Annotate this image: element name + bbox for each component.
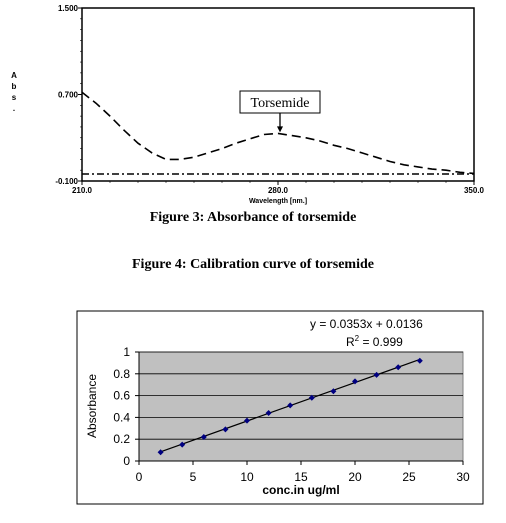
y-tick-label: -0.100 — [55, 177, 78, 186]
x-tick-label: 10 — [240, 470, 254, 484]
y-tick-label: 0.8 — [113, 367, 130, 381]
y-axis-label-char: s — [12, 93, 17, 102]
y-tick-label: 1 — [123, 345, 130, 359]
x-tick-label: 280.0 — [268, 186, 289, 195]
spectrum-curve — [81, 91, 475, 175]
y-tick-label: 0.2 — [113, 432, 130, 446]
x-tick-label: 350.0 — [464, 186, 485, 195]
data-point — [416, 357, 423, 364]
y-axis-label-char: . — [13, 104, 15, 113]
data-point — [157, 449, 164, 456]
data-point — [200, 434, 207, 441]
figure4-caption: Figure 4: Calibration curve of torsemide — [132, 257, 374, 272]
data-point — [352, 378, 358, 385]
x-tick-label: 15 — [294, 470, 308, 484]
x-tick-label: 25 — [402, 470, 416, 484]
y-tick-label: 0 — [123, 454, 130, 468]
data-point — [330, 388, 337, 395]
y-tick-label: 0.700 — [58, 91, 79, 100]
x-tick-label: 0 — [136, 470, 143, 484]
annotation-arrow-head — [277, 126, 283, 133]
data-point — [179, 441, 186, 448]
x-tick-label: 210.0 — [72, 186, 93, 195]
data-point — [287, 402, 294, 409]
y-axis-label-char: A — [11, 71, 17, 80]
y-tick-label: 0.6 — [113, 389, 130, 403]
equation-label: y = 0.0353x + 0.0136 — [310, 317, 423, 331]
figure3-caption: Figure 3: Absorbance of torsemide — [149, 210, 357, 225]
data-point — [308, 394, 315, 401]
data-point — [222, 426, 229, 433]
y-axis-label-char: b — [12, 82, 17, 91]
r-squared-label: R2 = 0.999 — [346, 334, 403, 349]
x-axis-label: conc.in ug/ml — [262, 483, 339, 497]
y-tick-label: 1.500 — [58, 4, 79, 13]
x-tick-label: 20 — [348, 470, 362, 484]
plot-area — [138, 351, 464, 462]
x-axis-label: Wavelength [nm.] — [249, 198, 307, 205]
data-point — [244, 417, 250, 424]
data-point — [373, 371, 380, 378]
y-axis-label: Absorbance — [85, 374, 99, 438]
y-tick-label: 0.4 — [113, 410, 130, 424]
data-point — [265, 410, 272, 417]
data-point — [395, 364, 402, 371]
x-tick-label: 30 — [456, 470, 470, 484]
x-tick-label: 5 — [190, 470, 197, 484]
annotation-label: Torsemide — [251, 96, 310, 111]
